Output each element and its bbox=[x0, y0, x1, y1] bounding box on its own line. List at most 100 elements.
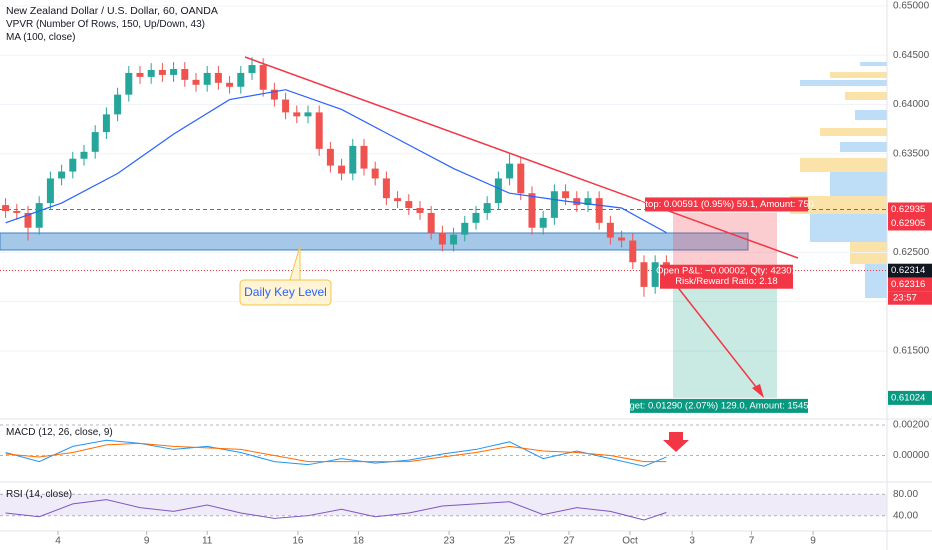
key-level-zone bbox=[0, 232, 749, 251]
candle-body bbox=[293, 112, 301, 117]
candle-body bbox=[259, 65, 267, 90]
candle-body bbox=[192, 79, 200, 85]
candle-body bbox=[606, 222, 614, 238]
candle-body bbox=[35, 203, 43, 228]
candle-body bbox=[427, 212, 435, 233]
x-tick-label: 18 bbox=[353, 536, 365, 547]
y-tick-label: 0.65000 bbox=[893, 1, 930, 12]
arrow-head bbox=[752, 384, 764, 398]
price-tag bbox=[888, 390, 932, 405]
vp-bar bbox=[800, 158, 887, 172]
candle-body bbox=[125, 72, 133, 95]
chart-title: New Zealand Dollar / U.S. Dollar, 60, OA… bbox=[6, 5, 218, 17]
callout-text: Daily Key Level bbox=[244, 285, 327, 299]
candle-body bbox=[270, 89, 278, 100]
risk-zone bbox=[673, 212, 777, 271]
moving-average bbox=[5, 89, 667, 234]
target-label: Target: 0.01290 (2.07%) 129.0, Amount: 1… bbox=[616, 400, 821, 411]
x-tick-label: 4 bbox=[55, 536, 61, 547]
countdown: 23:57 bbox=[893, 293, 917, 304]
candle-body bbox=[13, 210, 21, 213]
candle-body bbox=[528, 193, 536, 228]
price-tag-label: 0.61024 bbox=[891, 392, 925, 403]
price-tag-label: 0.62316 bbox=[891, 279, 925, 290]
y-tick-label: 0.61500 bbox=[893, 346, 930, 357]
candle-body bbox=[517, 163, 525, 194]
candle-body bbox=[438, 232, 446, 245]
x-tick-label: 9 bbox=[810, 536, 816, 547]
indicator-label: MA (100, close) bbox=[6, 32, 75, 43]
candle-body bbox=[483, 203, 491, 213]
projection-arrow bbox=[671, 279, 761, 393]
candle-body bbox=[573, 198, 581, 206]
pnl-label-bg bbox=[660, 264, 793, 289]
candle-body bbox=[114, 94, 122, 115]
stop-label: Stop: 0.00591 (0.95%) 59.1, Amount: 750 bbox=[639, 199, 814, 210]
vp-bar bbox=[810, 214, 887, 242]
vp-bar bbox=[820, 128, 887, 136]
candle-body bbox=[102, 114, 110, 133]
candle-body bbox=[618, 237, 626, 241]
candle-body bbox=[80, 151, 88, 159]
stop-label-bg bbox=[645, 197, 808, 212]
candle-body bbox=[315, 112, 323, 149]
indicator-line bbox=[5, 499, 667, 521]
candle-body bbox=[405, 201, 413, 209]
price-tag-label: 0.62314 bbox=[891, 265, 925, 276]
candle-body bbox=[550, 191, 558, 218]
rsi-band bbox=[0, 494, 887, 516]
x-tick-label: Oct bbox=[622, 536, 638, 547]
candle-body bbox=[147, 69, 155, 77]
vp-bar bbox=[830, 72, 887, 78]
vp-bar bbox=[840, 142, 887, 152]
macd-arrow bbox=[663, 432, 689, 452]
vp-bar bbox=[855, 110, 887, 120]
vp-bar bbox=[860, 62, 887, 66]
vp-bar bbox=[850, 242, 887, 264]
price-tag bbox=[888, 277, 932, 292]
candle-body bbox=[461, 222, 469, 235]
candle-body bbox=[382, 178, 390, 199]
candle-body bbox=[203, 72, 211, 85]
target-label-bg bbox=[630, 398, 808, 413]
y-tick-label: 0.63500 bbox=[893, 148, 930, 159]
candle-body bbox=[651, 262, 659, 287]
candle-body bbox=[640, 262, 648, 287]
candle-body bbox=[539, 217, 547, 228]
candle-body bbox=[629, 240, 637, 263]
candle-body bbox=[562, 191, 570, 199]
vp-bar bbox=[800, 80, 887, 86]
candle-body bbox=[584, 198, 592, 206]
x-tick-label: 27 bbox=[563, 536, 575, 547]
candle-body bbox=[326, 148, 334, 166]
candle-body bbox=[394, 198, 402, 202]
y-tick-label: 0.00200 bbox=[893, 420, 930, 431]
countdown-tag bbox=[888, 291, 932, 305]
indicator-label: VPVR (Number Of Rows, 150, Up/Down, 43) bbox=[6, 19, 205, 30]
vp-bar bbox=[845, 92, 887, 100]
price-tag bbox=[888, 263, 932, 278]
pnl-label: Open P&L: −0.00002, Qty: 42301 bbox=[656, 266, 797, 277]
price-tag bbox=[888, 202, 932, 217]
x-tick-label: 23 bbox=[444, 536, 456, 547]
candle-body bbox=[91, 132, 99, 152]
indicator-line bbox=[5, 439, 667, 467]
candle-body bbox=[136, 72, 144, 77]
y-tick-label: 0.64000 bbox=[893, 99, 930, 110]
price-tag-label: 0.62935 bbox=[891, 204, 925, 215]
candle-body bbox=[2, 205, 10, 211]
pane-title: RSI (14, close) bbox=[6, 489, 72, 500]
indicator-line bbox=[5, 442, 667, 463]
candle-body bbox=[46, 178, 54, 204]
marks-layer bbox=[2, 57, 670, 521]
candle-body bbox=[24, 212, 32, 228]
price-tag bbox=[888, 216, 932, 231]
x-tick-label: 16 bbox=[292, 536, 304, 547]
candle-body bbox=[282, 99, 290, 113]
pane-title: MACD (12, 26, close, 9) bbox=[6, 427, 113, 438]
candle-body bbox=[181, 69, 189, 80]
candle-body bbox=[237, 72, 245, 87]
candle-body bbox=[472, 212, 480, 223]
candle-body bbox=[58, 171, 66, 179]
